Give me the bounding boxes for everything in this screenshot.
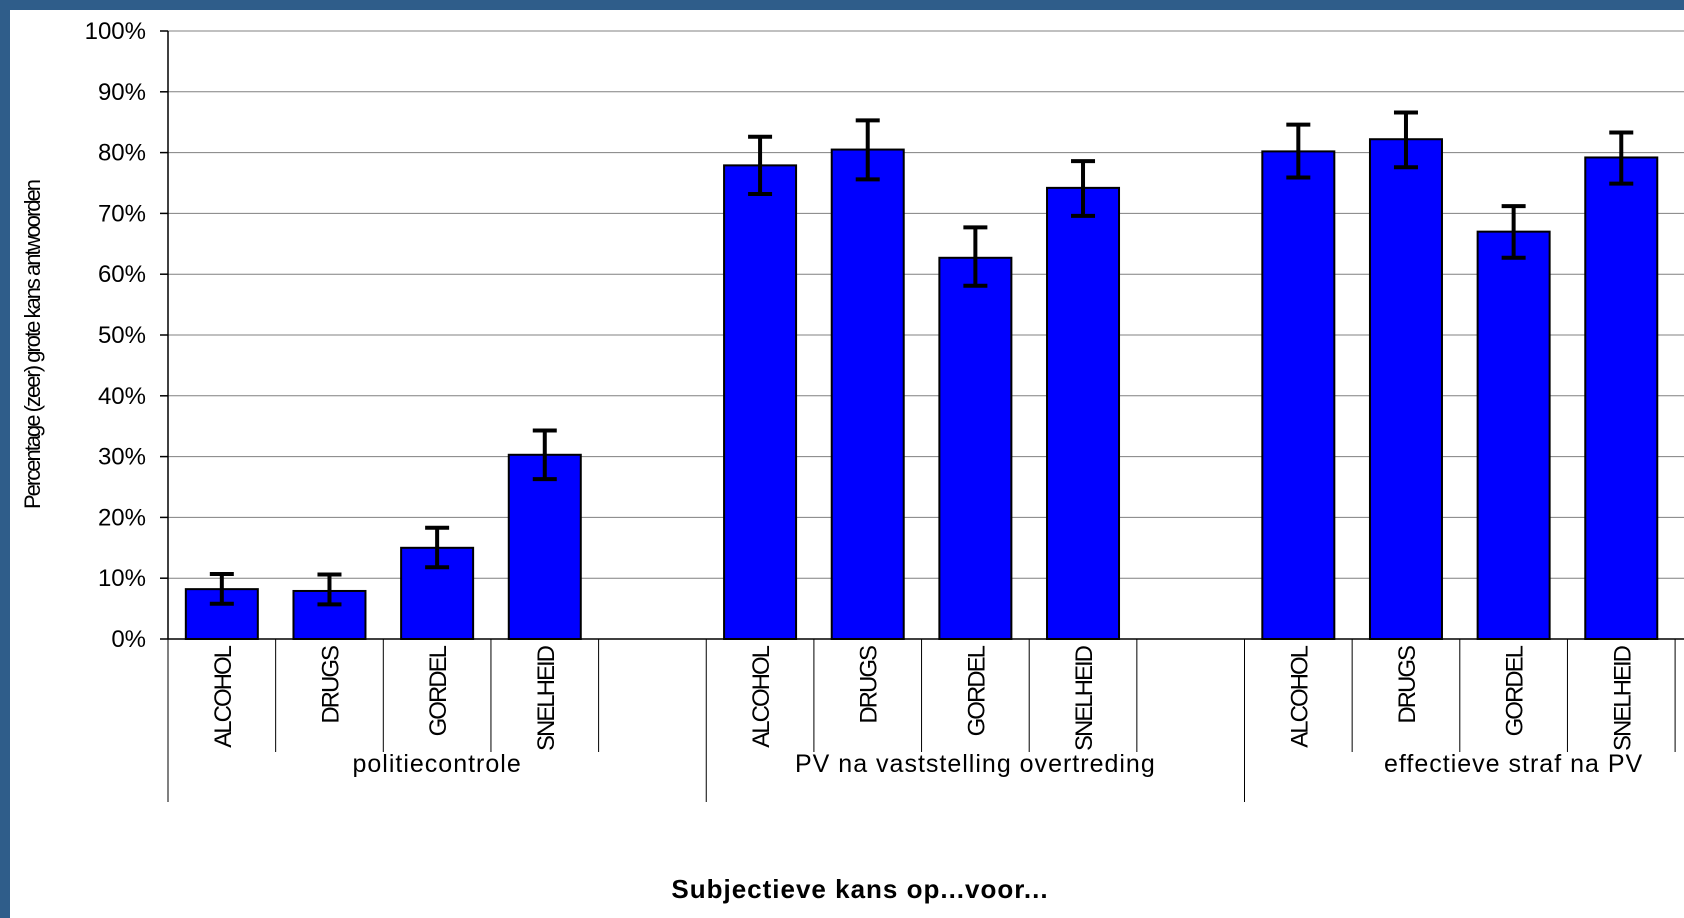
y-tick-label: 30%	[98, 444, 146, 471]
y-tick-label: 70%	[98, 200, 146, 227]
category-label: DRUGS	[1394, 646, 1421, 724]
group-label: effectieve straf na PV	[1384, 750, 1643, 778]
category-label: SNELHEID	[533, 645, 560, 751]
y-tick-label: 100%	[85, 18, 146, 45]
y-tick-label: 50%	[98, 322, 146, 349]
category-label: SNELHEID	[1609, 645, 1636, 751]
bar	[1261, 150, 1336, 640]
category-label: GORDEL	[1502, 645, 1529, 736]
bar	[830, 148, 905, 640]
bar	[938, 256, 1013, 640]
category-label: DRUGS	[317, 646, 344, 724]
bar	[1046, 186, 1121, 640]
category-label: DRUGS	[856, 646, 883, 724]
y-tick-label: 90%	[98, 79, 146, 106]
x-axis-label: Subjectieve kans op...voor...	[671, 874, 1048, 904]
bar	[507, 453, 582, 640]
y-tick-label: 60%	[98, 261, 146, 288]
y-tick-label: 80%	[98, 140, 146, 167]
category-label: GORDEL	[963, 645, 990, 736]
y-tick-label: 40%	[98, 383, 146, 410]
y-tick-label: 20%	[98, 504, 146, 531]
category-label: ALCOHOL	[210, 645, 237, 747]
y-tick-label: 10%	[98, 565, 146, 592]
category-label: GORDEL	[425, 645, 452, 736]
group-label: PV na vaststelling overtreding	[795, 750, 1156, 778]
bar	[1368, 138, 1443, 640]
bar-chart: Percentage (zeer) grote kans antwoorden …	[20, 18, 1684, 904]
y-tick-label: 0%	[111, 626, 146, 653]
category-label: SNELHEID	[1071, 645, 1098, 751]
group-label: politiecontrole	[352, 750, 521, 778]
bar	[1476, 230, 1551, 640]
y-axis-label: Percentage (zeer) grote kans antwoorden	[20, 180, 45, 509]
bar	[723, 164, 798, 640]
chart-frame: Percentage (zeer) grote kans antwoorden …	[10, 10, 1684, 918]
category-label: ALCOHOL	[748, 645, 775, 747]
category-label: ALCOHOL	[1286, 645, 1313, 747]
bar	[1584, 156, 1659, 641]
